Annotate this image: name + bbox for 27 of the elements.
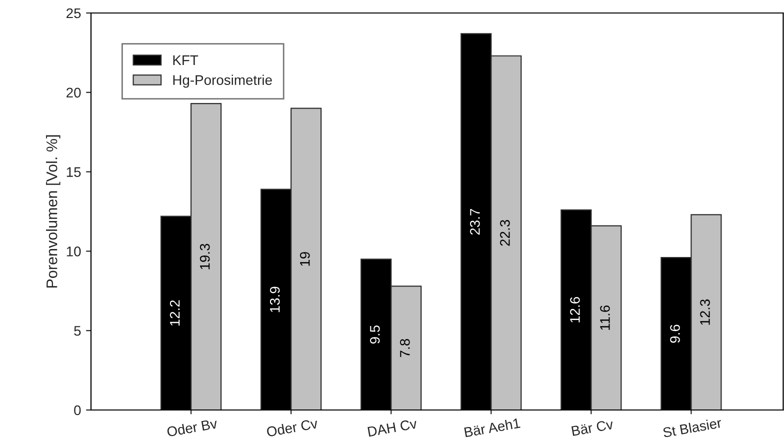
x-tick-label: Bär Cv: [571, 419, 614, 436]
data-label: 11.6: [600, 306, 610, 330]
data-label: 23.7: [470, 209, 480, 235]
data-label: 19.3: [200, 244, 210, 270]
y-tick-label: 0: [74, 405, 81, 416]
data-label: 12.2: [170, 300, 180, 326]
data-label: 22.3: [500, 220, 510, 246]
x-tick-label: DAH Cv: [368, 418, 418, 437]
y-tick-label: 20: [66, 88, 81, 98]
x-tick-label: Bär Aeh1: [464, 418, 520, 438]
data-label: 12.3: [700, 299, 710, 325]
y-axis-title: Porenvolumen [Vol. %]: [46, 135, 60, 288]
data-label: 9.5: [370, 326, 380, 344]
x-tick-label: Oder Cv: [266, 418, 318, 437]
y-tick-label: 5: [74, 326, 81, 336]
x-tick-label: St Blasier: [662, 417, 722, 438]
legend-label: Hg-Porosimetrie: [173, 74, 272, 88]
data-label: 19: [300, 252, 310, 266]
data-label: 9.6: [670, 324, 680, 343]
y-tick-label: 10: [66, 246, 81, 256]
data-label: 12.6: [570, 297, 580, 322]
legend-label: KFT: [173, 55, 198, 65]
data-label: 13.9: [270, 286, 280, 312]
y-tick-label: 15: [66, 167, 81, 177]
x-tick-label: Oder Bv: [166, 418, 218, 437]
y-tick-label: 25: [66, 8, 81, 18]
data-label: 7.8: [400, 339, 410, 358]
